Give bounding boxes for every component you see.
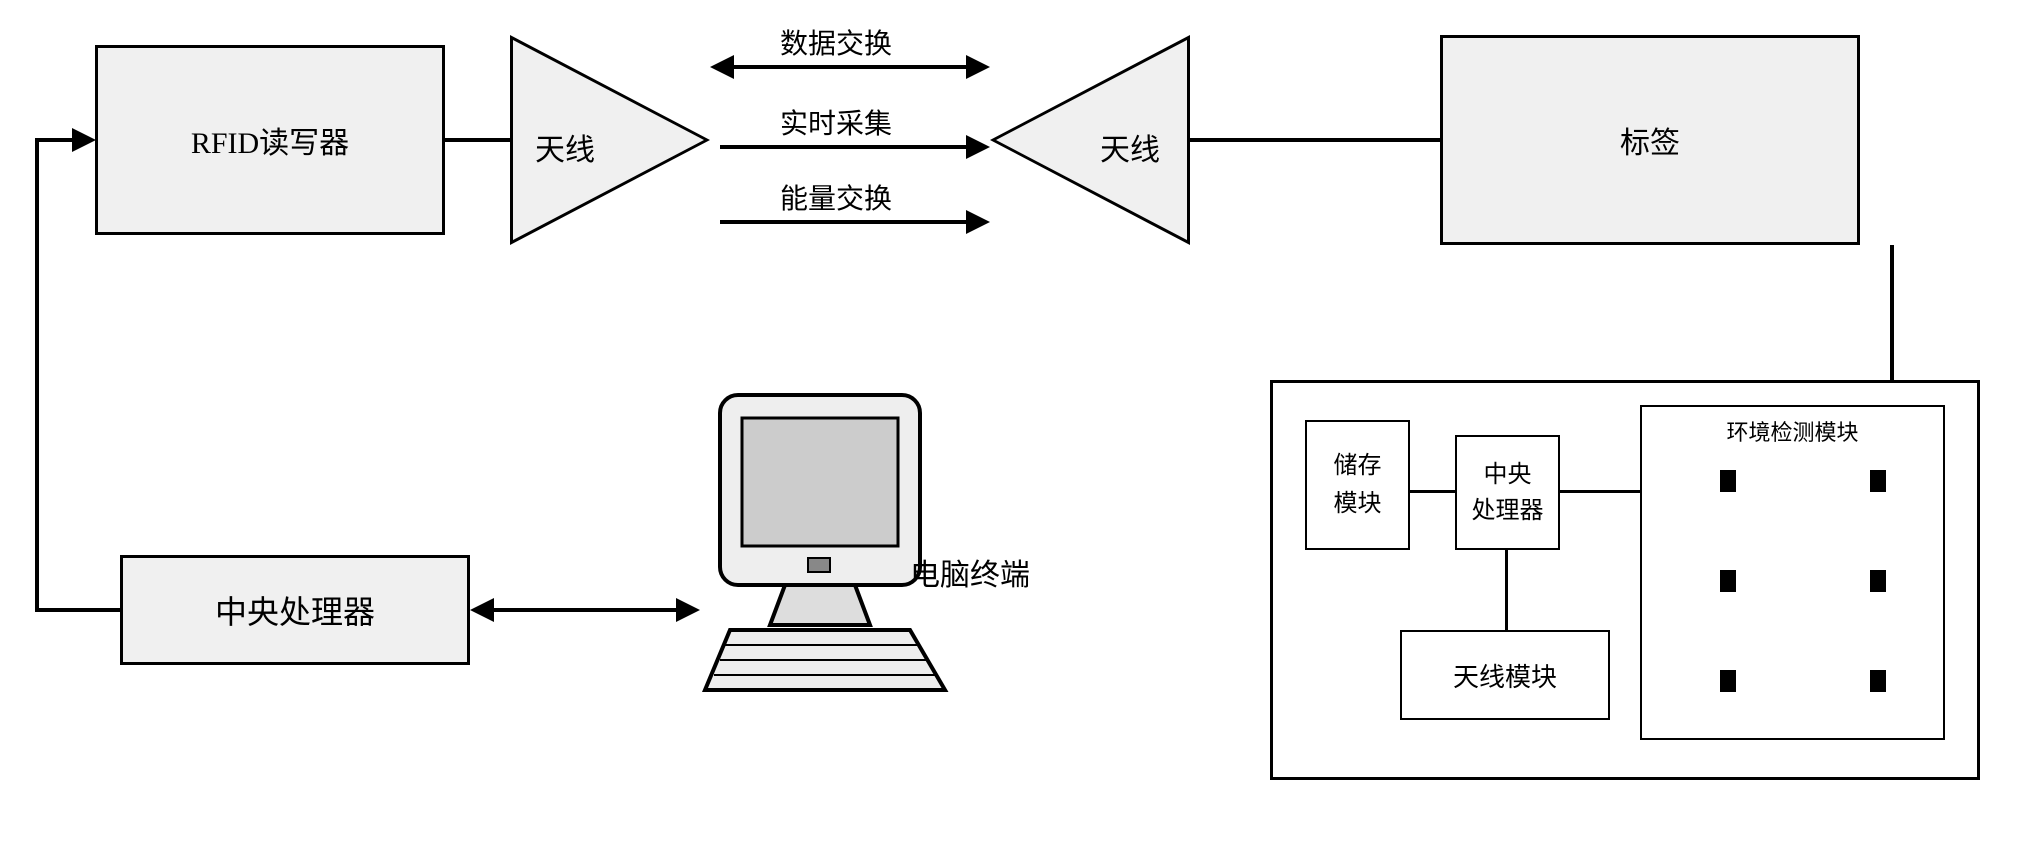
cpu-box: 中央处理器	[120, 555, 470, 665]
cpu-label: 中央处理器	[215, 587, 375, 633]
rfid-reader-box: RFID读写器	[95, 45, 445, 235]
conn-storage-cpu	[1410, 490, 1455, 493]
conn-antenna-tag	[1190, 138, 1440, 142]
antenna-module-box: 天线模块	[1400, 630, 1610, 720]
env-dot-5	[1720, 670, 1736, 692]
env-dot-1	[1720, 470, 1736, 492]
arrow-data-exchange-lh	[710, 55, 734, 79]
antenna-right-label: 天线	[1100, 125, 1160, 169]
env-dot-6	[1870, 670, 1886, 692]
tag-box: 标签	[1440, 35, 1860, 245]
antenna-module-label: 天线模块	[1453, 657, 1557, 694]
conn-cpu-env	[1560, 490, 1640, 493]
conn-reader-antenna	[445, 138, 510, 142]
antenna-right-triangle	[990, 35, 1190, 245]
arrow-realtime-rh	[966, 135, 990, 159]
conn-cpu-reader-h1	[35, 608, 120, 612]
tag-label: 标签	[1620, 118, 1680, 162]
arrow-energy-label: 能量交换	[780, 177, 892, 217]
env-dot-3	[1720, 570, 1736, 592]
env-module-box: 环境检测模块	[1640, 405, 1945, 740]
conn-cpu-reader-arrow	[72, 128, 96, 152]
terminal-label: 电脑终端	[910, 550, 1030, 594]
env-dot-4	[1870, 570, 1886, 592]
arrow-data-exchange-rh	[966, 55, 990, 79]
arrow-cpu-terminal-lh	[470, 598, 494, 622]
conn-cpu-reader-v	[35, 138, 39, 612]
arrow-realtime	[720, 145, 970, 149]
env-dot-2	[1870, 470, 1886, 492]
conn-cpu-antenna	[1505, 550, 1508, 630]
tag-cpu-box: 中央 处理器	[1455, 435, 1560, 550]
storage-module-box: 储存 模块	[1305, 420, 1410, 550]
arrow-cpu-terminal	[490, 608, 680, 612]
arrow-data-exchange-label: 数据交换	[780, 22, 892, 62]
arrow-data-exchange	[730, 65, 970, 69]
arrow-cpu-terminal-rh	[676, 598, 700, 622]
arrow-energy	[720, 220, 970, 224]
rfid-reader-label: RFID读写器	[191, 118, 349, 162]
storage-module-label: 储存 模块	[1334, 447, 1382, 524]
arrow-realtime-label: 实时采集	[780, 102, 892, 142]
env-module-label: 环境检测模块	[1726, 415, 1858, 447]
tag-cpu-label: 中央 处理器	[1472, 457, 1544, 529]
conn-tag-detail-v	[1890, 245, 1894, 380]
antenna-left-label: 天线	[535, 125, 595, 169]
arrow-energy-rh	[966, 210, 990, 234]
